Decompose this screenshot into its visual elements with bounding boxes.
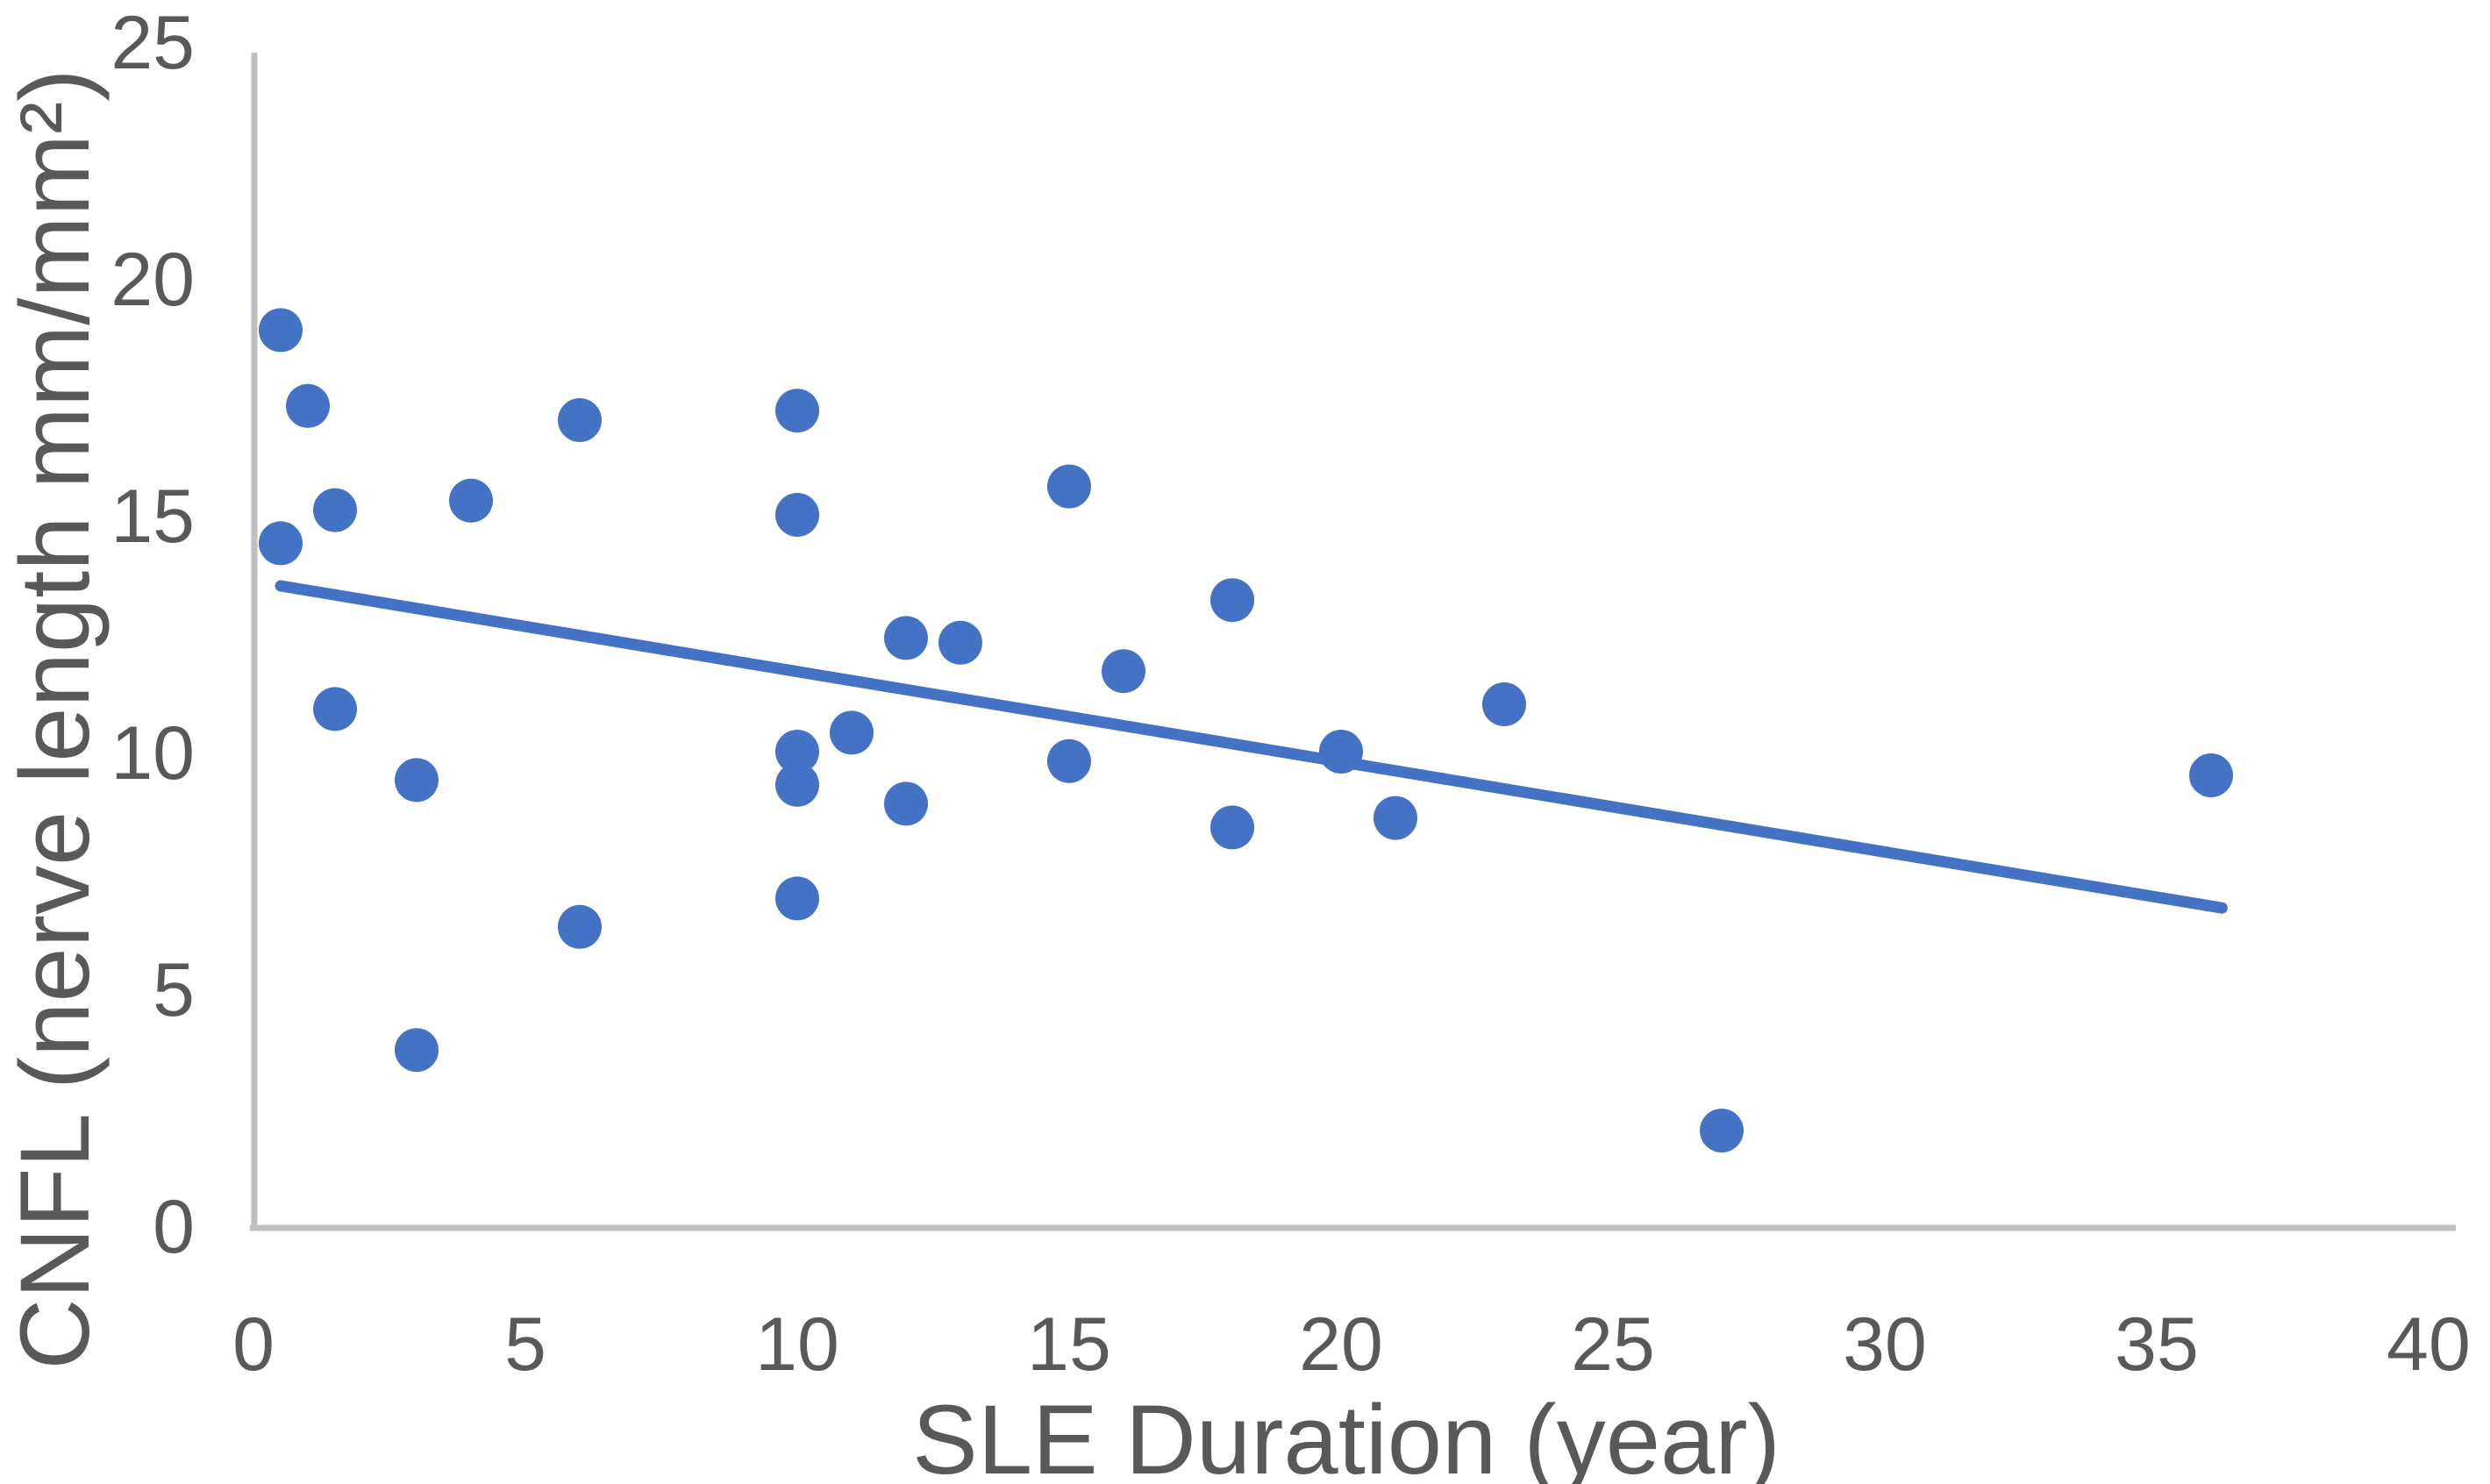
data-points: [259, 308, 2233, 1152]
data-point: [558, 904, 602, 949]
x-tick-label: 15: [1027, 1302, 1111, 1387]
y-axis-title: CNFL (nerve length mm/mm²): [0, 68, 110, 1369]
data-point: [395, 758, 439, 803]
x-tick-label: 10: [755, 1302, 839, 1387]
x-tick-labels: 0 5 10 15 20 25 30 35 40: [232, 1302, 2471, 1387]
data-point: [775, 389, 819, 433]
data-point: [775, 876, 819, 921]
data-point: [259, 308, 303, 353]
x-tick-label: 25: [1571, 1302, 1655, 1387]
data-point: [775, 762, 819, 807]
data-point: [884, 781, 928, 826]
data-point: [558, 398, 602, 442]
y-tick-label: 15: [111, 474, 195, 559]
data-point: [1373, 796, 1417, 840]
data-point: [938, 620, 982, 665]
y-tick-label: 20: [111, 238, 195, 322]
x-tick-label: 0: [232, 1302, 275, 1387]
x-tick-label: 30: [1843, 1302, 1927, 1387]
data-point: [1102, 649, 1145, 694]
data-point: [1210, 578, 1254, 623]
y-tick-label: 5: [153, 948, 195, 1032]
data-point: [313, 687, 357, 731]
trend-line: [275, 580, 2228, 914]
x-tick-label: 40: [2387, 1302, 2471, 1387]
x-tick-label: 35: [2115, 1302, 2199, 1387]
data-point: [775, 493, 819, 537]
data-point: [1700, 1109, 1744, 1152]
y-tick-labels: 0 5 10 15 20 25: [111, 1, 195, 1269]
x-tick-label: 5: [504, 1302, 546, 1387]
data-point: [449, 478, 493, 523]
data-point: [2189, 753, 2233, 797]
y-tick-label: 25: [111, 1, 195, 85]
data-point: [395, 1028, 439, 1073]
data-point: [313, 488, 357, 532]
x-axis-title: SLE Duration (year): [912, 1385, 1780, 1484]
data-point: [286, 383, 330, 428]
data-point: [1210, 805, 1254, 850]
data-point: [830, 710, 874, 755]
data-point: [1047, 464, 1091, 509]
data-point: [259, 521, 303, 566]
y-tick-label: 0: [153, 1185, 195, 1269]
data-point: [1482, 682, 1526, 726]
x-tick-label: 20: [1299, 1302, 1383, 1387]
data-point: [775, 730, 819, 774]
data-point: [1047, 738, 1091, 783]
y-tick-label: 10: [111, 711, 195, 796]
trend-line-group: [275, 580, 2228, 914]
data-point: [884, 616, 928, 660]
